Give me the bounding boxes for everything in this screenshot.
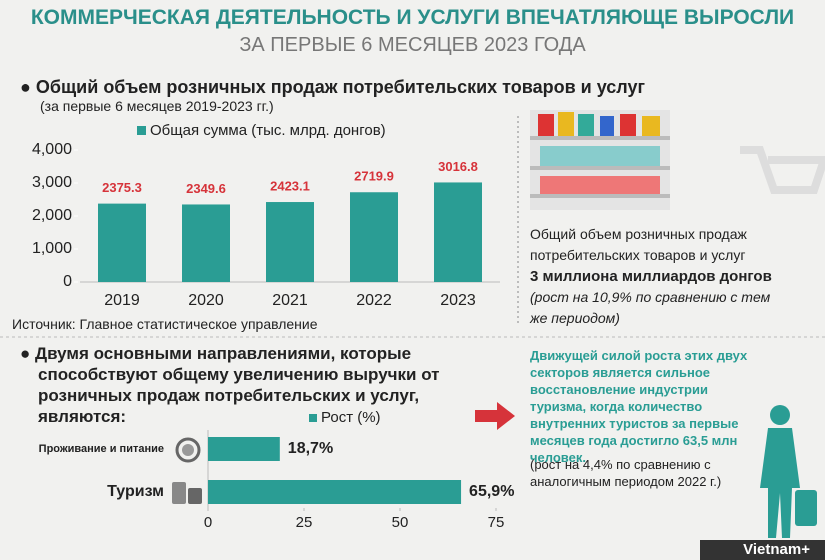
x-tick-label: 2023	[440, 292, 476, 309]
legend-label: Рост (%)	[321, 409, 381, 426]
legend-swatch	[309, 414, 317, 422]
source: Источник: Главное статистическое управле…	[12, 316, 318, 332]
chart-title: ● Общий объем розничных продаж потребите…	[20, 77, 645, 97]
page-subtitle: ЗА ПЕРВЫЕ 6 МЕСЯЦЕВ 2023 ГОДА	[239, 34, 586, 56]
x-tick-label: 2019	[104, 292, 140, 309]
y-tick-label: Туризм	[107, 483, 164, 500]
value-label: 65,9%	[469, 483, 514, 500]
bar	[98, 203, 146, 282]
chart-title-text: Двумя основными направлениями, которые с…	[35, 344, 440, 426]
y-tick-label: 4,000	[32, 141, 72, 158]
info-box: Общий объем розничных продаж потребитель…	[530, 224, 790, 329]
chart-title: ● Двумя основными направлениями, которые…	[20, 344, 440, 426]
info-note: (рост на 10,9% по сравнению с тем же пер…	[530, 289, 771, 326]
legend-label: Общая сумма (тыс. млрд. донгов)	[150, 122, 386, 139]
y-tick-label: 1,000	[32, 240, 72, 257]
bar	[266, 202, 314, 282]
x-tick-label: 75	[488, 514, 505, 531]
info-text: Общий объем розничных продаж потребитель…	[530, 226, 747, 263]
legend-swatch	[137, 126, 146, 135]
arrow	[475, 402, 515, 430]
value-label: 2423.1	[270, 178, 310, 193]
side-text: Движущей силой роста этих двух секторов …	[530, 348, 748, 465]
page-title: КОММЕРЧЕСКАЯ ДЕЯТЕЛЬНОСТЬ И УСЛУГИ ВПЕЧА…	[30, 6, 795, 29]
x-tick-label: 50	[392, 514, 409, 531]
y-tick-label: 3,000	[32, 174, 72, 191]
x-tick-label: 2020	[188, 292, 224, 309]
bar	[350, 192, 398, 282]
y-tick-label: 0	[63, 273, 72, 290]
value-label: 2375.3	[102, 180, 142, 195]
shelf-image	[530, 110, 825, 210]
y-tick-label: Проживание и питание	[39, 443, 164, 455]
x-tick-label: 2021	[272, 292, 308, 309]
footer-band	[700, 540, 825, 560]
chart-title-text: Общий объем розничных продаж потребитель…	[35, 77, 645, 97]
value-label: 2719.9	[354, 169, 394, 184]
info-highlight: 3 миллиона миллиардов донгов	[530, 268, 772, 285]
value-label: 2349.6	[186, 181, 226, 196]
chart-subtitle: (за первые 6 месяцев 2019-2023 гг.)	[40, 98, 274, 114]
bar	[208, 480, 462, 504]
x-tick-label: 2022	[356, 292, 392, 309]
x-tick-label: 25	[296, 514, 313, 531]
brand: Vietnam+	[743, 541, 810, 558]
x-tick-label: 0	[204, 514, 212, 531]
food-icon	[175, 437, 201, 463]
luggage-icon	[172, 482, 202, 504]
bar	[434, 182, 482, 282]
tourist-silhouette	[760, 405, 817, 538]
bar	[182, 204, 230, 282]
value-label: 18,7%	[288, 440, 333, 457]
y-tick-label: 2,000	[32, 207, 72, 224]
bar	[208, 437, 280, 461]
side-note: (рост на 4,4% по сравнению с аналогичным…	[530, 457, 722, 489]
value-label: 3016.8	[438, 159, 478, 174]
